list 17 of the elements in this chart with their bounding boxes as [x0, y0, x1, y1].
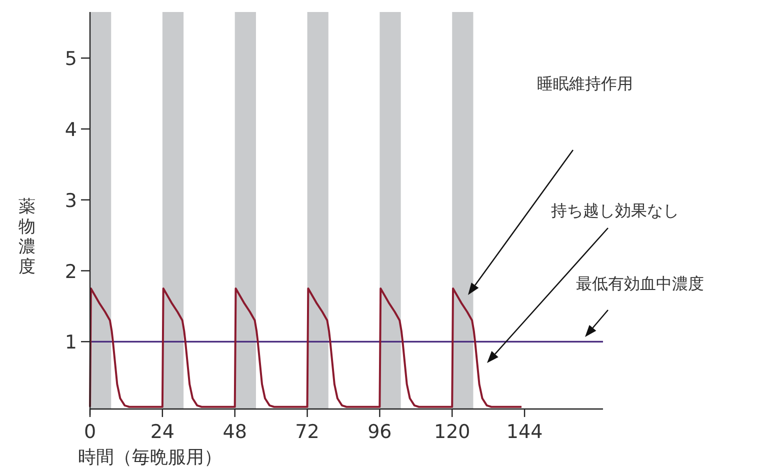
x-tick-label: 48	[222, 421, 247, 443]
x-tick-label: 96	[368, 421, 392, 443]
x-tick-label: 72	[295, 421, 320, 443]
x-tick-label: 24	[150, 421, 175, 443]
y-tick-label: 3	[64, 190, 77, 212]
y-tick-label: 4	[64, 118, 77, 141]
x-tick-label: 0	[84, 421, 96, 443]
y-tick-label: 1	[64, 332, 77, 354]
x-tick-label: 120	[434, 421, 470, 443]
x-axis-title: 時間（毎晩服用）	[78, 447, 222, 468]
y-axis-title: 薬物濃度	[18, 197, 36, 277]
x-tick-label: 144	[506, 421, 543, 443]
y-tick-label: 2	[64, 260, 77, 283]
y-tick-label: 5	[64, 48, 77, 70]
annotation: 持ち越し効果なし	[551, 201, 679, 220]
annotation: 睡眠維持作用	[537, 74, 633, 93]
annotation: 最低有効血中濃度	[576, 274, 704, 293]
